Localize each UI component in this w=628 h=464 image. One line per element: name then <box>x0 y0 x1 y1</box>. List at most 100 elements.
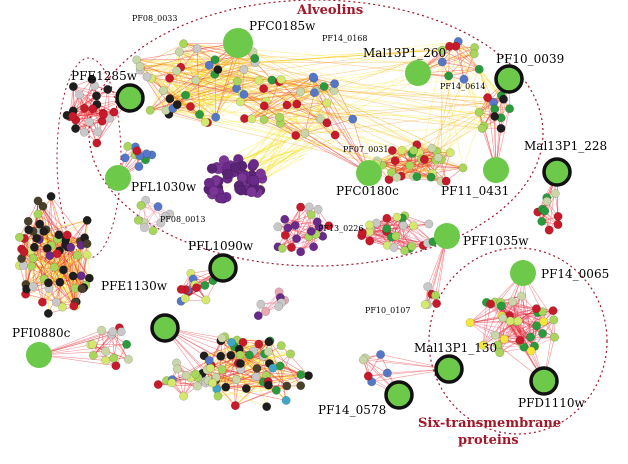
protein-node <box>432 299 440 307</box>
protein-node <box>85 118 93 126</box>
protein-node <box>28 262 36 270</box>
protein-node <box>233 77 241 85</box>
protein-node <box>63 231 71 239</box>
protein-node <box>83 216 91 224</box>
protein-node <box>543 197 551 205</box>
protein-node <box>236 185 246 195</box>
protein-node <box>277 75 285 83</box>
protein-node <box>497 124 505 132</box>
protein-node <box>359 356 367 364</box>
protein-node <box>140 223 148 231</box>
protein-node <box>497 302 505 310</box>
protein-node <box>517 292 525 300</box>
protein-node <box>34 197 42 205</box>
label-PF10_0107: PF10_0107 <box>365 306 410 315</box>
protein-node <box>390 243 398 251</box>
protein-node <box>490 112 498 120</box>
label-PFE1130w: PFE1130w <box>101 279 168 293</box>
label-PFL1030w: PFL1030w <box>131 180 197 194</box>
label-PFE1285w: PFE1285w <box>71 69 138 83</box>
protein-node <box>75 91 83 99</box>
protein-node <box>52 298 60 306</box>
protein-node <box>165 74 173 82</box>
protein-node <box>232 375 240 383</box>
protein-node <box>89 105 97 113</box>
protein-node <box>304 371 312 379</box>
label-PF14_0065: PF14_0065 <box>541 267 609 281</box>
protein-node <box>29 254 37 262</box>
protein-node <box>92 92 100 100</box>
protein-node <box>268 76 276 84</box>
protein-node <box>173 365 181 373</box>
protein-node <box>205 356 213 364</box>
alveolins-title: Alveolins <box>296 3 363 18</box>
protein-node <box>34 210 42 218</box>
protein-node <box>264 348 272 356</box>
protein-node <box>245 351 253 359</box>
protein-node <box>69 82 77 90</box>
protein-node <box>259 84 267 92</box>
protein-node <box>124 355 132 363</box>
label-PFI0880c: PFI0880c <box>12 326 71 340</box>
protein-node <box>554 220 562 228</box>
protein-node <box>77 272 85 280</box>
protein-node <box>400 246 408 254</box>
protein-node <box>383 369 391 377</box>
protein-node <box>134 216 142 224</box>
protein-node <box>223 169 233 179</box>
protein-node <box>133 147 141 155</box>
protein-node <box>309 73 317 81</box>
protein-node <box>154 202 162 210</box>
protein-node <box>410 222 418 230</box>
hub-node-PF14_0065 <box>510 260 536 286</box>
hub-node-Mal13P1_260 <box>405 60 431 86</box>
protein-node <box>214 392 222 400</box>
label-PF14_0168: PF14_0168 <box>322 34 367 43</box>
protein-node <box>466 319 474 327</box>
protein-node <box>83 240 91 248</box>
protein-node <box>549 306 557 314</box>
protein-node <box>202 296 210 304</box>
protein-node <box>248 115 256 123</box>
protein-node <box>173 67 181 75</box>
protein-node <box>83 251 91 259</box>
protein-node <box>427 173 435 181</box>
label-PF10_0039: PF10_0039 <box>496 52 564 66</box>
protein-node <box>296 203 304 211</box>
protein-node <box>272 386 280 394</box>
protein-node <box>310 89 318 97</box>
protein-node <box>252 372 260 380</box>
protein-node <box>538 217 546 225</box>
protein-node <box>135 162 143 170</box>
protein-node <box>195 110 203 118</box>
protein-node <box>124 142 132 150</box>
protein-node <box>516 336 524 344</box>
protein-node <box>499 314 507 322</box>
protein-node <box>445 42 453 50</box>
label-PFF1035w: PFF1035w <box>463 234 529 248</box>
protein-node <box>409 146 417 154</box>
protein-node <box>181 91 189 99</box>
protein-node <box>551 189 559 197</box>
protein-node <box>545 226 553 234</box>
protein-node <box>209 186 219 196</box>
protein-node <box>205 61 213 69</box>
protein-node <box>69 112 77 120</box>
label-PFL1090w: PFL1090w <box>188 239 254 253</box>
protein-node <box>297 381 305 389</box>
protein-node <box>446 149 454 157</box>
protein-node <box>59 266 67 274</box>
protein-node <box>102 347 110 355</box>
protein-node <box>349 115 357 123</box>
protein-node <box>24 217 32 225</box>
protein-node <box>491 331 499 339</box>
protein-node <box>257 300 265 308</box>
label-PF07_0031: PF07_0031 <box>343 145 388 154</box>
label-Mal13P1_130: Mal13P1_130 <box>414 341 497 355</box>
protein-node <box>532 304 540 312</box>
protein-node <box>331 131 339 139</box>
protein-node <box>421 300 429 308</box>
protein-node <box>478 124 486 132</box>
hub-node-PFL1030w <box>105 165 131 191</box>
